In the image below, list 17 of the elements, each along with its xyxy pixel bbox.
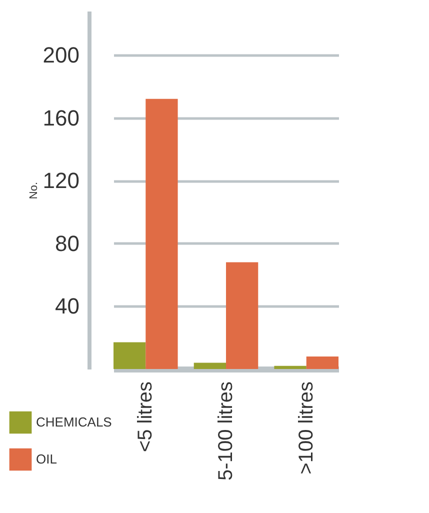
x-tick-label: >100 litres [295,382,318,474]
bar [114,342,146,369]
x-tick-label: <5 litres [134,382,157,452]
x-tick-label: 5-100 litres [215,382,237,480]
legend-label: CHEMICALS [36,414,112,430]
y-tick-label: 120 [42,168,80,194]
y-tick-label: 200 [42,42,80,68]
legend-label: OIL [36,452,57,466]
y-tick-label: 40 [55,294,80,319]
y-axis-title: No. [28,182,40,200]
bar [226,262,258,369]
bar [274,366,306,369]
bar [194,362,226,369]
bar [146,98,178,369]
y-tick-label: 80 [55,230,80,256]
bar [306,356,338,369]
y-tick-label: 160 [42,105,80,130]
